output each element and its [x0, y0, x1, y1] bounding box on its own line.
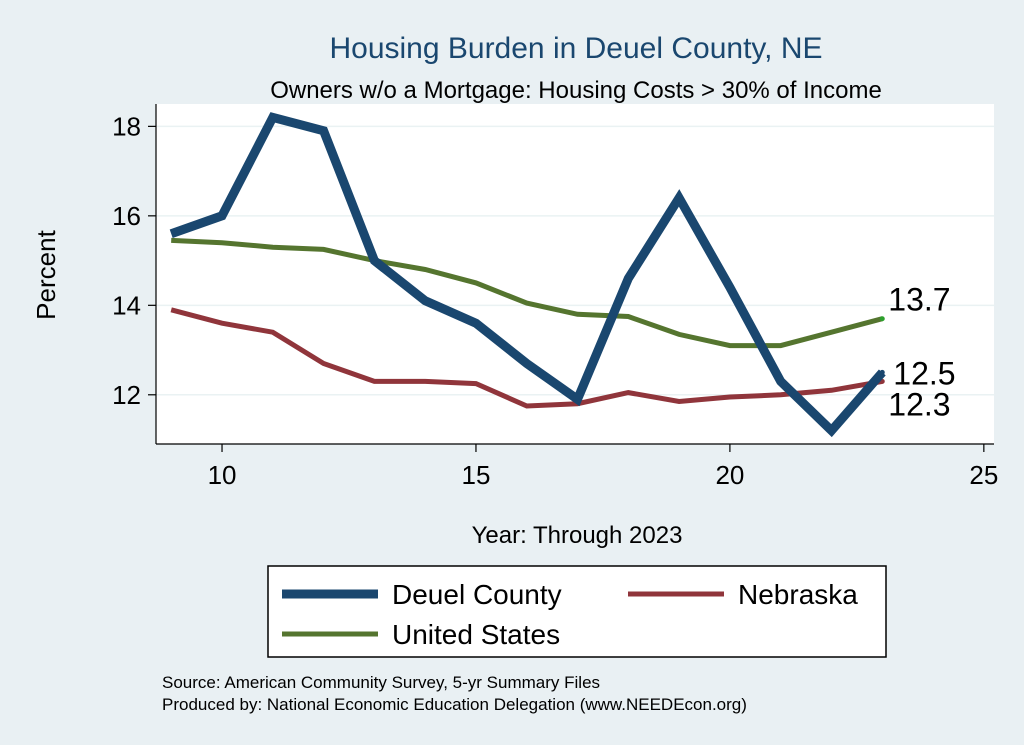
x-tick-label: 20 — [715, 460, 744, 490]
end-label-deuel-county: 12.5 — [893, 355, 955, 391]
legend-label-united-states: United States — [392, 619, 560, 650]
end-marker-united-states — [879, 316, 885, 322]
y-tick-label: 12 — [112, 380, 141, 410]
x-tick-label: 25 — [969, 460, 998, 490]
chart-title: Housing Burden in Deuel County, NE — [329, 32, 822, 65]
y-tick-label: 18 — [112, 111, 141, 141]
series-line-deuel-county — [169, 112, 886, 438]
legend-box — [267, 565, 887, 658]
legend: Deuel County Nebraska United States — [267, 565, 887, 658]
end-label-nebraska: 12.3 — [888, 386, 950, 422]
x-tick-label: 15 — [462, 460, 491, 490]
y-tick-label: 16 — [112, 201, 141, 231]
chart-subtitle: Owners w/o a Mortgage: Housing Costs > 3… — [270, 77, 882, 104]
y-axis-title: Percent — [31, 229, 61, 319]
y-tick-label: 14 — [112, 290, 141, 320]
end-marker-deuel-county — [879, 369, 885, 375]
producer-note: Produced by: National Economic Education… — [162, 695, 747, 714]
x-tick-label: 10 — [208, 460, 237, 490]
legend-label-nebraska: Nebraska — [738, 579, 858, 610]
source-note: Source: American Community Survey, 5-yr … — [162, 673, 600, 692]
series-line-nebraska — [170, 307, 883, 409]
x-axis-title: Year: Through 2023 — [472, 522, 683, 549]
end-label-united-states: 13.7 — [888, 282, 950, 318]
legend-label-deuel-county: Deuel County — [392, 579, 562, 610]
